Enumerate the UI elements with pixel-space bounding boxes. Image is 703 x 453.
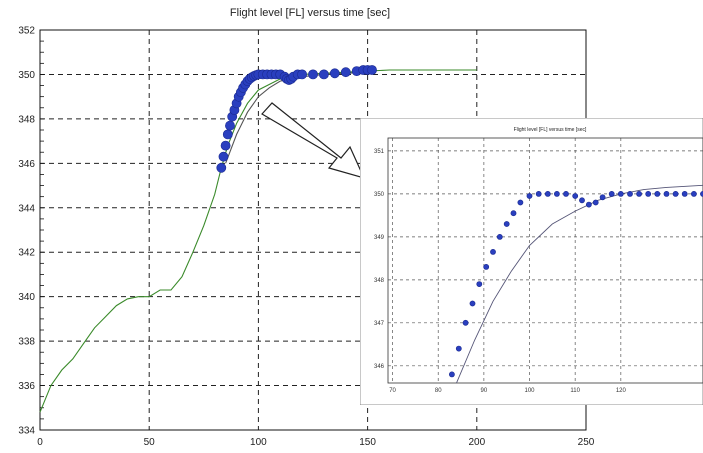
x-tick-label: 80 [435, 388, 442, 394]
y-tick-label: 352 [18, 26, 35, 37]
x-tick-label: 70 [389, 388, 396, 394]
data-point [367, 65, 377, 75]
y-tick-label: 346 [374, 364, 385, 370]
data-point [617, 191, 624, 197]
data-point [563, 191, 569, 197]
data-point [572, 193, 579, 199]
inset-background [360, 118, 703, 405]
y-tick-label: 347 [374, 321, 385, 327]
data-point [608, 191, 615, 197]
y-tick-label: 344 [18, 203, 35, 214]
data-point [645, 191, 652, 197]
x-tick-label: 120 [616, 388, 627, 394]
inset-grid [388, 138, 703, 383]
x-tick-label: 250 [578, 437, 595, 448]
x-tick-label: 110 [570, 388, 580, 394]
x-tick-label: 90 [481, 388, 488, 394]
data-point [526, 193, 533, 199]
data-point [318, 69, 329, 80]
data-point [483, 263, 490, 270]
data-point [553, 191, 560, 197]
data-point [308, 69, 318, 80]
data-point [636, 191, 642, 197]
y-tick-label: 350 [374, 192, 385, 198]
chart-title: Flight level [FL] versus time [sec] [230, 7, 390, 19]
data-point [329, 68, 340, 79]
data-point [220, 140, 231, 151]
data-point [672, 191, 679, 197]
data-point [216, 162, 227, 173]
data-point [462, 319, 469, 326]
arrow-icon [261, 102, 366, 179]
y-tick-label: 334 [18, 426, 35, 437]
data-point [490, 248, 496, 255]
y-tick-label: 336 [18, 381, 35, 392]
data-point [449, 371, 455, 378]
data-point [690, 191, 697, 197]
inset-series-layer [449, 184, 703, 384]
x-tick-label: 100 [250, 437, 267, 448]
data-point [218, 151, 229, 162]
x-tick-label: 0 [37, 437, 43, 448]
y-tick-label: 340 [18, 292, 35, 303]
data-point [469, 300, 476, 307]
data-point [476, 281, 483, 287]
series-layer [39, 65, 477, 413]
y-tick-label: 351 [374, 149, 385, 155]
data-point [297, 69, 307, 80]
data-point [579, 197, 585, 204]
y-tick-label: 338 [18, 337, 35, 348]
data-point [627, 191, 633, 197]
inset-title: Flight level [FL] versus time [sec] [514, 127, 587, 133]
data-point [340, 67, 351, 78]
data-point [510, 210, 517, 217]
y-tick-label: 348 [18, 114, 35, 125]
y-tick-label: 348 [374, 278, 385, 284]
data-point [496, 234, 503, 240]
inset-plot-frame [387, 137, 703, 384]
y-tick-label: 349 [374, 235, 385, 241]
data-point [503, 221, 510, 227]
data-point [663, 191, 670, 197]
x-tick-label: 50 [144, 437, 156, 448]
data-point [517, 199, 524, 206]
data-point [455, 345, 462, 352]
data-point [585, 201, 592, 208]
data-point [654, 191, 661, 197]
data-point [535, 191, 542, 197]
inset-axis-ticks: 70 80 90 100 110 120 346 347 348 349 350 351 [374, 149, 627, 394]
x-tick-label: 100 [525, 388, 536, 394]
data-point [599, 194, 606, 201]
y-tick-label: 346 [18, 159, 35, 170]
x-tick-label: 150 [359, 437, 376, 448]
data-point [544, 191, 551, 197]
x-tick-label: 200 [468, 437, 485, 448]
data-point [225, 120, 235, 131]
data-point [681, 191, 688, 197]
y-tick-label: 342 [18, 248, 35, 259]
data-point [222, 129, 233, 140]
series-line-gray [456, 184, 703, 384]
y-tick-label: 350 [18, 70, 35, 81]
data-point [592, 199, 599, 206]
inset-chart: Flight level [FL] versus time [sec] 70 80… [360, 118, 703, 405]
